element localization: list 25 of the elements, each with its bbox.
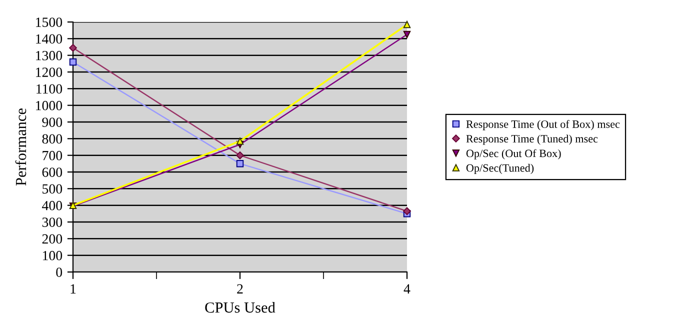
y-tick-label: 1300	[36, 50, 62, 60]
legend-label: Op/Sec (Out Of Box)	[466, 149, 561, 160]
x-tick-label: 4	[404, 284, 410, 294]
y-tick-label: 600	[42, 168, 62, 177]
legend-label: Response Time (Out of Box) msec	[466, 120, 620, 130]
y-tick-label: 1100	[36, 84, 62, 94]
y-tick-label: 300	[42, 218, 62, 227]
y-tick-label: 700	[42, 150, 62, 160]
y-tick-label: 500	[42, 184, 62, 194]
y-tick-label: 1200	[36, 68, 62, 77]
legend-label: Response Time (Tuned) msec	[466, 134, 598, 145]
y-tick-label: 200	[42, 234, 62, 244]
x-axis-title: CPUs Used	[205, 302, 276, 313]
y-tick-label: 1400	[36, 34, 62, 44]
legend-label: Op/Sec(Tuned)	[466, 164, 534, 174]
y-tick-label: 1000	[36, 100, 62, 110]
y-axis-title: Performance	[15, 108, 26, 186]
y-tick-label: 800	[42, 134, 62, 144]
y-tick-label: 0	[56, 268, 62, 277]
y-tick-label: 100	[42, 250, 62, 260]
y-tick-label: 900	[42, 118, 62, 127]
x-tick-label: 1	[70, 284, 76, 294]
y-tick-label: 400	[42, 200, 62, 210]
y-tick-label: 1500	[36, 18, 62, 27]
x-tick-label: 2	[237, 284, 243, 294]
